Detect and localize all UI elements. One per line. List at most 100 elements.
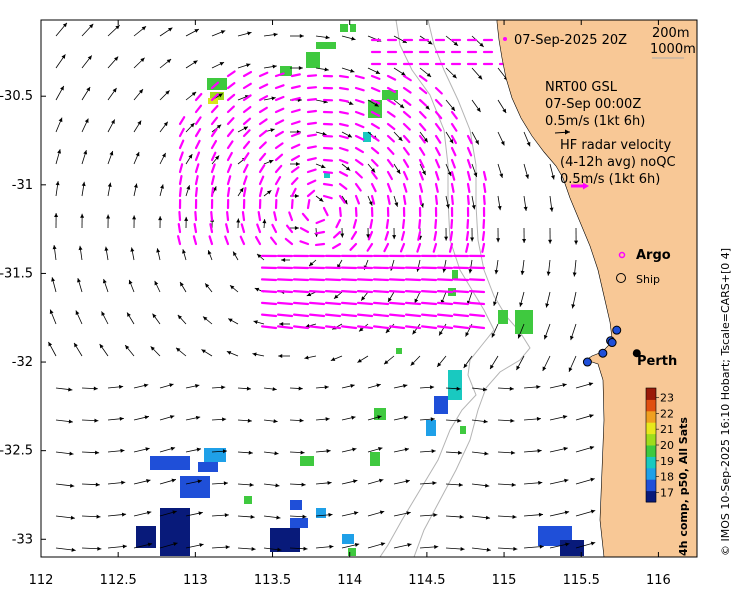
radar-arrow [386, 98, 396, 106]
model-arrow-head [226, 351, 232, 355]
model-arrow-head [272, 387, 277, 392]
radar-arrow [257, 211, 262, 222]
model-arrow-head [568, 367, 573, 372]
model-arrow-head [354, 542, 360, 547]
radar-arrow [260, 313, 278, 318]
model-arrow-head [431, 449, 436, 454]
model-arrow-head [77, 278, 81, 283]
radar-arrow [452, 301, 470, 306]
radar-arrow [466, 158, 472, 169]
model-arrow-head [253, 320, 258, 325]
radar-arrow [388, 278, 406, 282]
radar-arrow [481, 230, 486, 242]
radar-arrow [404, 290, 422, 294]
radar-arrow [450, 158, 456, 169]
radar-arrow [306, 199, 311, 210]
model-arrow-head [491, 333, 496, 338]
radar-arrow [258, 95, 269, 102]
sst-patch [368, 100, 382, 118]
model-arrow-head [510, 418, 515, 423]
sst-patch [306, 52, 320, 68]
model-arrow-head [145, 447, 150, 452]
model-arrow-head [512, 514, 517, 519]
radar-arrow [258, 118, 268, 126]
radar-arrow [418, 98, 428, 107]
sst-patch [363, 132, 371, 142]
radar-arrow [434, 110, 443, 120]
radar-arrow [370, 158, 379, 167]
radar-arrow [241, 210, 246, 222]
model-arrow-head [49, 309, 54, 315]
model-arrow-head [546, 271, 551, 276]
model-arrow-head [191, 91, 197, 96]
radar-arrow [340, 301, 358, 306]
colorbar-swatch [646, 467, 656, 480]
model-arrow-head [444, 236, 449, 241]
radar-arrow [450, 146, 457, 157]
radar-arrow [210, 163, 216, 174]
x-tick-label: 115.5 [563, 573, 600, 588]
model-arrow-head [539, 544, 544, 549]
model-arrow-head [195, 415, 201, 420]
model-time-label: 07-Sep 00:00Z [545, 97, 641, 112]
model-arrow-head [564, 510, 570, 515]
model-arrow-head [135, 151, 140, 157]
model-arrow-head [377, 415, 382, 420]
radar-arrow [452, 325, 470, 330]
model-arrow-head [407, 543, 412, 547]
radar-arrow [306, 189, 316, 198]
model-arrow-head [163, 121, 168, 127]
model-arrow-head [243, 126, 249, 131]
model-arrow-head [55, 181, 60, 186]
radar-arrow [418, 86, 428, 95]
radar-arrow [354, 86, 365, 92]
model-arrow-head [219, 62, 225, 66]
model-arrow-head [459, 514, 464, 519]
model-arrow-head [563, 446, 568, 451]
radar-arrow [450, 134, 458, 145]
model-arrow-head [306, 292, 312, 297]
sst-patch [280, 66, 292, 76]
radar-arrow [436, 301, 454, 306]
radar-arrow [276, 325, 294, 330]
radar-arrow [418, 134, 426, 144]
radar-arrow [178, 151, 184, 162]
radar-arrow [370, 194, 376, 205]
radar-arrow [386, 146, 395, 156]
sst-patch [374, 408, 386, 420]
radar-arrow [402, 110, 412, 119]
radar-arrow [383, 242, 390, 253]
model-arrow-head [394, 202, 399, 207]
model-arrow-head [190, 123, 195, 128]
model-arrow-head [439, 331, 443, 336]
radar-arrow [338, 86, 349, 91]
model-arrow-head [543, 334, 548, 340]
colorbar-tick-label: 23 [660, 392, 674, 405]
model-arrow-head [545, 303, 550, 308]
station-markers [582, 325, 641, 367]
sst-patch [348, 548, 356, 556]
radar-arrow [450, 218, 454, 230]
radar-arrow [258, 71, 269, 78]
model-scale-label: 0.5m/s (1kt 6h) [545, 114, 645, 129]
radar-arrow [386, 182, 392, 193]
model-arrow-head [272, 64, 277, 69]
radar-arrow [386, 86, 397, 93]
model-arrow-head [299, 34, 304, 38]
radar-arrow [210, 128, 218, 138]
radar-arrow [340, 290, 358, 294]
model-arrow-head [398, 136, 403, 141]
radar-arrow [356, 325, 374, 330]
model-arrow-head [101, 311, 106, 316]
isobath-200-label: 200m [652, 26, 689, 41]
radar-arrow [388, 290, 406, 294]
model-arrow-head [75, 310, 80, 315]
model-arrow-head [71, 547, 76, 552]
radar-arrow [322, 182, 334, 187]
model-arrow-head [423, 137, 428, 143]
model-arrow-head [130, 247, 135, 252]
model-arrow-head [233, 251, 237, 256]
model-arrow-head [271, 96, 276, 101]
sst-patch [316, 42, 336, 49]
